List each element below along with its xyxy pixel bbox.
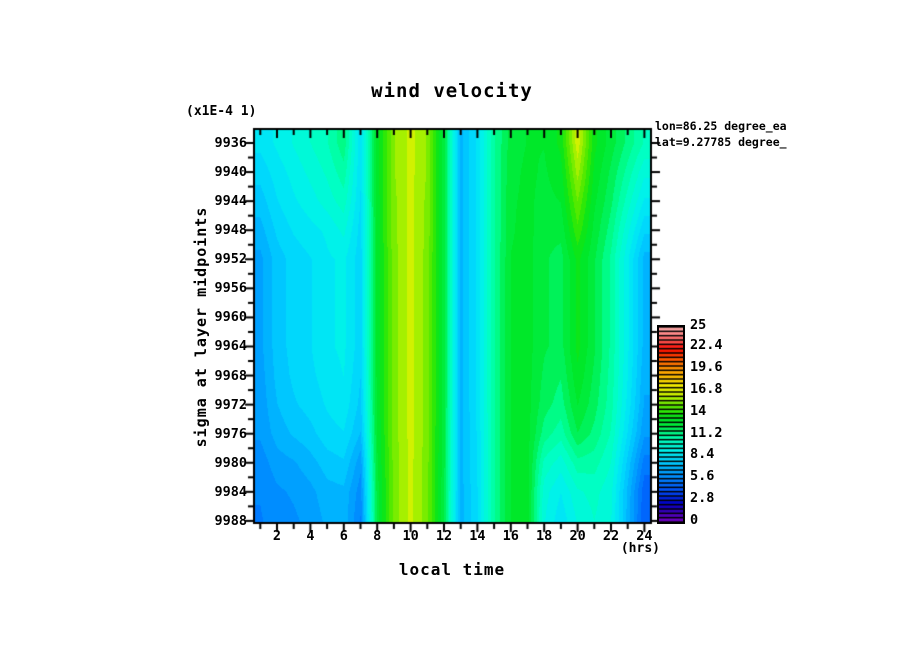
y-tick-label: 9940	[214, 164, 247, 181]
colorbar-tick-label: 19.6	[690, 359, 723, 376]
chart-title: wind velocity	[371, 80, 533, 102]
y-tick-label: 9988	[214, 512, 247, 529]
x-tick-label: 22	[602, 528, 620, 544]
lon-annotation: lon=86.25 degree_ea	[655, 119, 787, 133]
x-axis-unit-note: (hrs)	[620, 541, 660, 556]
x-axis-title: local time	[398, 560, 506, 579]
x-tick-label: 16	[502, 528, 519, 544]
contour-plot-canvas	[243, 118, 663, 534]
y-tick-label: 9964	[214, 338, 247, 355]
y-axis-unit-note: (x1E-4 1)	[186, 104, 257, 119]
colorbar-tick-label: 2.8	[690, 490, 715, 507]
colorbar-tick-label: 8.4	[690, 446, 715, 463]
colorbar-tick-label: 5.6	[690, 468, 715, 485]
lat-annotation: lat=9.27785 degree_	[655, 135, 787, 149]
colorbar-tick-label: 0	[690, 512, 699, 528]
y-tick-label: 9960	[214, 309, 247, 326]
colorbar-tick-label: 11.2	[690, 424, 723, 441]
x-tick-label: 24	[636, 528, 653, 544]
x-tick-label: 14	[469, 528, 486, 544]
colorbar-tick-label: 14	[690, 402, 707, 419]
y-tick-label: 9984	[214, 483, 247, 500]
colorbar-tick-label: 16.8	[690, 380, 723, 397]
x-tick-label: 12	[435, 528, 453, 544]
colorbar-tick-label: 22.4	[690, 337, 723, 354]
colorbar	[657, 325, 685, 524]
x-tick-label: 8	[373, 528, 382, 544]
x-tick-label: 2	[272, 528, 282, 544]
y-tick-label: 9980	[214, 454, 247, 471]
x-tick-label: 10	[402, 528, 419, 544]
y-tick-label: 9944	[214, 193, 247, 210]
y-tick-label: 9972	[214, 396, 247, 413]
y-tick-label: 9968	[214, 367, 247, 384]
y-tick-label: 9976	[214, 425, 247, 442]
x-tick-label: 4	[306, 528, 315, 544]
location-annotation: lon=86.25 degree_ea lat=9.27785 degree_	[655, 118, 789, 152]
y-tick-label: 9956	[214, 280, 247, 297]
colorbar-tick-label: 25	[690, 317, 707, 333]
x-tick-label: 18	[536, 528, 553, 544]
y-tick-label: 9936	[214, 135, 247, 151]
x-tick-label: 6	[339, 528, 348, 544]
x-tick-label: 20	[569, 528, 586, 544]
y-tick-label: 9948	[214, 222, 247, 239]
y-tick-label: 9952	[214, 251, 247, 268]
